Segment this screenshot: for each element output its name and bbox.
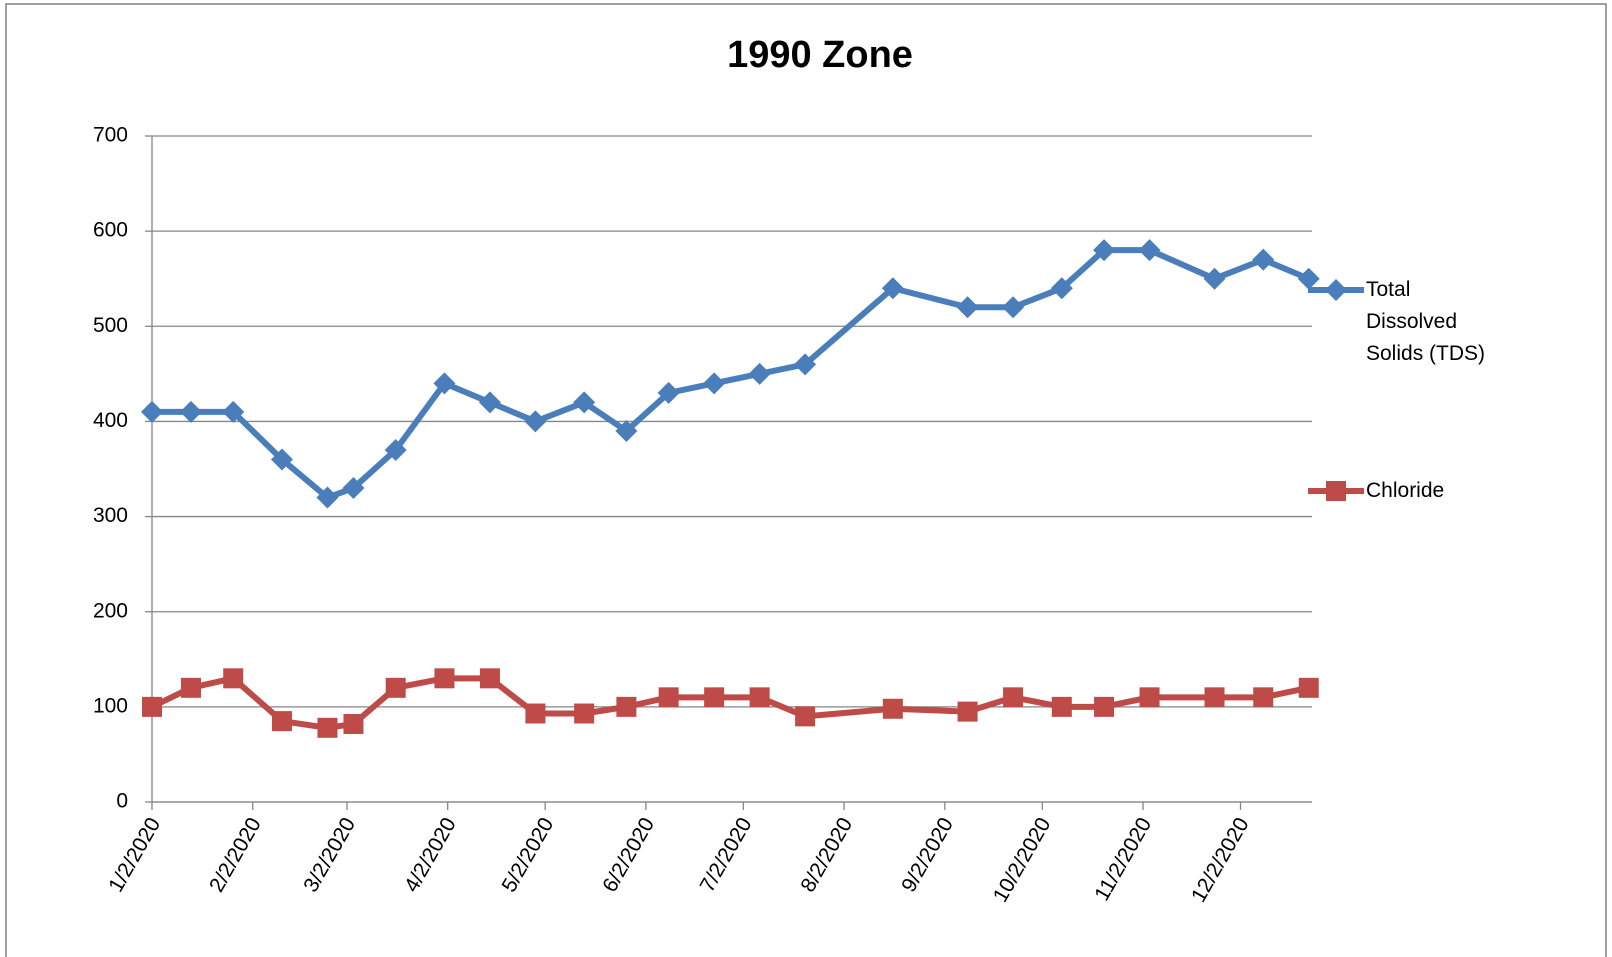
marker bbox=[384, 438, 407, 461]
y-tick-label: 500 bbox=[93, 314, 128, 337]
x-tick-label: 1/2/2020 bbox=[104, 814, 165, 896]
y-tick-label: 200 bbox=[93, 599, 128, 622]
marker bbox=[525, 703, 546, 724]
y-tick-label: 600 bbox=[93, 219, 128, 242]
marker bbox=[479, 668, 500, 689]
x-tick-label: 10/2/2020 bbox=[989, 814, 1056, 906]
marker bbox=[433, 372, 456, 395]
marker bbox=[574, 703, 595, 724]
marker bbox=[270, 448, 293, 471]
y-tick-label: 100 bbox=[93, 694, 128, 717]
marker bbox=[795, 706, 816, 727]
marker bbox=[1298, 677, 1319, 698]
marker bbox=[1297, 267, 1320, 290]
legend-label: Chloride bbox=[1366, 479, 1445, 502]
legend-marker bbox=[1326, 481, 1346, 501]
chart-title: 1990 Zone bbox=[727, 34, 913, 76]
y-tick-label: 400 bbox=[93, 409, 128, 432]
marker bbox=[141, 400, 163, 423]
marker bbox=[1253, 687, 1274, 708]
marker bbox=[1203, 267, 1226, 290]
marker bbox=[882, 698, 903, 719]
x-tick-label: 8/2/2020 bbox=[796, 814, 857, 896]
marker bbox=[179, 400, 202, 423]
marker bbox=[343, 713, 364, 734]
marker bbox=[1204, 687, 1225, 708]
marker bbox=[703, 372, 726, 395]
marker bbox=[1051, 696, 1072, 717]
marker bbox=[271, 711, 292, 732]
marker bbox=[180, 677, 201, 698]
marker bbox=[1093, 239, 1116, 262]
marker bbox=[1094, 696, 1115, 717]
marker bbox=[1002, 296, 1025, 319]
marker bbox=[223, 668, 244, 689]
series-line bbox=[152, 247, 1310, 501]
marker bbox=[478, 391, 501, 414]
x-tick-label: 4/2/2020 bbox=[400, 814, 461, 896]
marker bbox=[142, 696, 162, 717]
marker bbox=[316, 486, 339, 509]
x-tick-label: 9/2/2020 bbox=[897, 814, 958, 896]
marker bbox=[1050, 277, 1073, 300]
x-tick-label: 12/2/2020 bbox=[1187, 814, 1254, 906]
marker bbox=[222, 400, 245, 423]
marker bbox=[342, 477, 365, 500]
marker bbox=[657, 381, 680, 404]
marker bbox=[881, 277, 904, 300]
marker bbox=[616, 696, 637, 717]
marker bbox=[1139, 687, 1160, 708]
marker bbox=[956, 296, 979, 319]
marker bbox=[748, 362, 771, 385]
x-tick-label: 7/2/2020 bbox=[696, 814, 757, 896]
marker bbox=[385, 677, 406, 698]
marker bbox=[434, 668, 455, 689]
marker bbox=[615, 419, 638, 442]
marker bbox=[317, 717, 338, 738]
x-tick-label: 6/2/2020 bbox=[598, 814, 659, 896]
y-tick-label: 700 bbox=[93, 124, 128, 147]
x-tick-label: 3/2/2020 bbox=[299, 814, 360, 896]
marker bbox=[573, 391, 596, 414]
marker bbox=[524, 410, 547, 433]
legend-label: Total Dissolved Solids (TDS) bbox=[1366, 278, 1486, 365]
x-tick-label: 11/2/2020 bbox=[1090, 814, 1156, 905]
marker bbox=[749, 687, 770, 708]
x-tick-label: 2/2/2020 bbox=[205, 814, 266, 896]
marker bbox=[957, 701, 978, 722]
marker bbox=[1138, 239, 1161, 262]
marker bbox=[794, 353, 817, 376]
y-tick-label: 0 bbox=[116, 790, 128, 813]
chart-border bbox=[5, 3, 1607, 957]
marker bbox=[704, 687, 725, 708]
x-tick-label: 5/2/2020 bbox=[498, 814, 559, 896]
legend-marker bbox=[1325, 279, 1347, 301]
marker bbox=[1252, 248, 1275, 271]
marker bbox=[658, 687, 679, 708]
y-tick-label: 300 bbox=[93, 504, 128, 527]
marker bbox=[1003, 687, 1024, 708]
